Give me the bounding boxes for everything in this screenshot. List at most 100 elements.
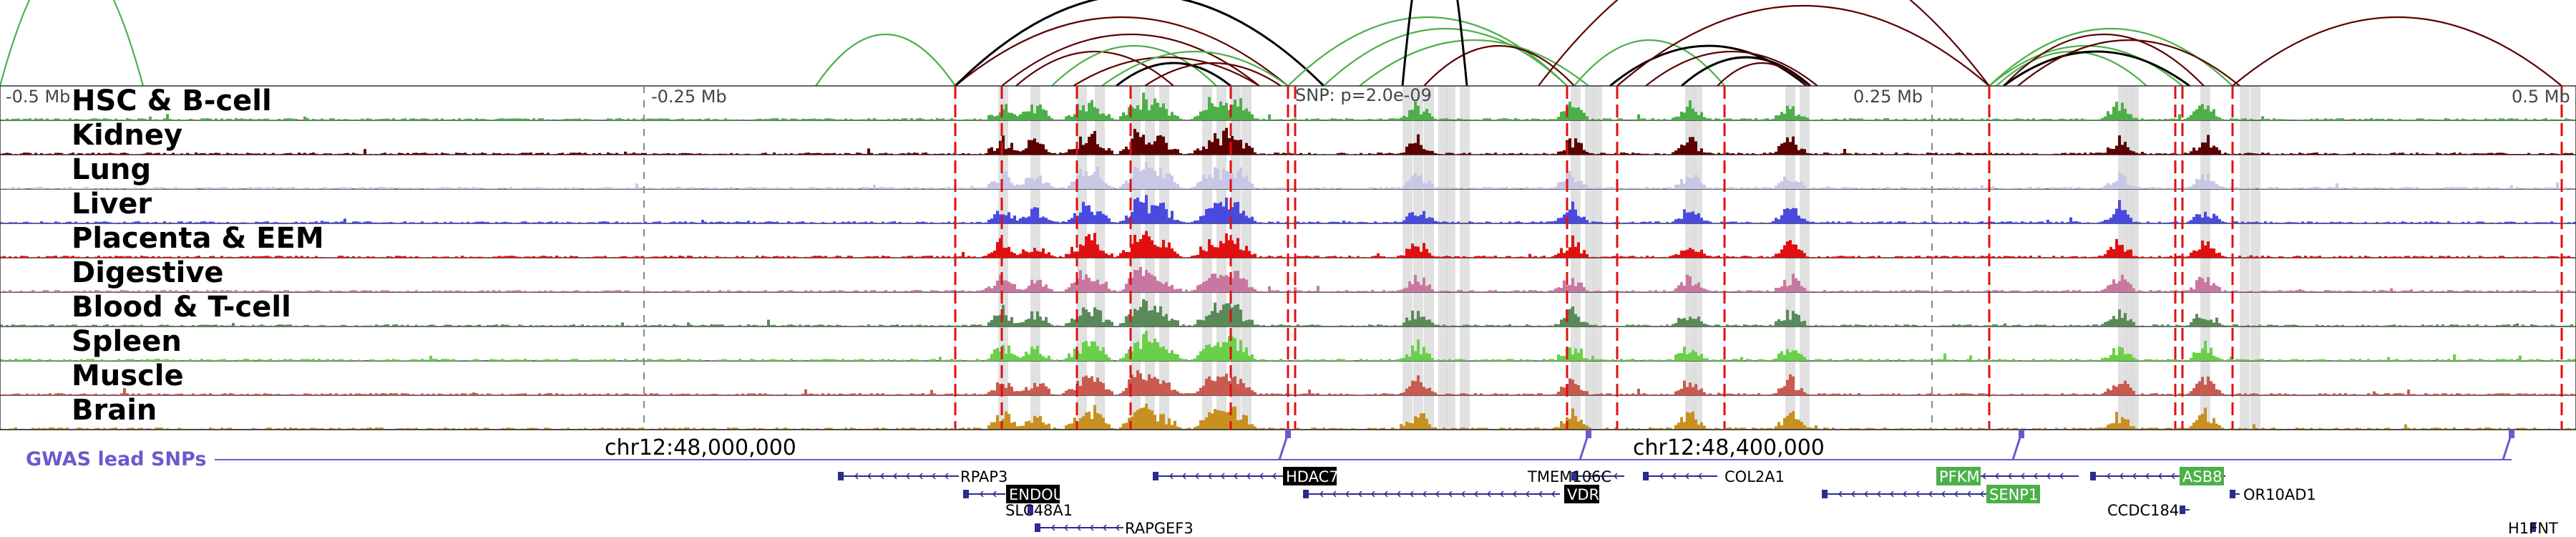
strand-arrow [1928,490,1933,498]
strand-arrow [1499,490,1504,498]
strand-arrow [1838,490,1843,498]
gene-highlight-box [1986,485,2040,503]
coordinate-label: chr12:48,400,000 [1633,435,1825,460]
chromatin-loop [1051,44,1217,87]
chromatin-loop [1144,62,1282,87]
gene-exon [2180,505,2185,514]
gwas-snp-marker [1586,430,1591,438]
strand-arrow [1115,524,1120,531]
strand-arrow [992,490,997,498]
strand-arrow [944,473,949,480]
chromatin-loop [2232,16,2562,87]
chromatin-loop [1681,56,1811,87]
strand-arrow [1422,490,1427,498]
track-label: Liver [72,188,152,221]
strand-arrow [931,473,936,480]
strand-arrow [1259,473,1264,480]
gene-label: H1FNT [2508,520,2558,537]
strand-arrow [1672,473,1677,480]
chromatin-loop [1101,50,1289,87]
strand-arrow [1063,524,1068,531]
strand-arrow [1979,490,1984,498]
chromatin-loop [1287,16,1568,87]
strand-arrow [1102,524,1107,531]
strand-arrow [1697,473,1702,480]
strand-arrow [2132,473,2137,480]
gene-highlight-box [1006,485,1060,503]
gwas-snp-marker [2019,430,2024,438]
chromatin-loop [1616,4,1990,87]
strand-arrow [867,473,872,480]
gwas-snp-marker [1285,430,1291,438]
strand-arrow [1246,473,1251,480]
gene-label: OR10AD1 [2243,486,2316,503]
gene-exon [838,472,844,480]
strand-arrow [854,473,859,480]
gene-exon [1822,490,1828,498]
chromatin-loop [955,16,1289,87]
strand-arrow [2033,473,2038,480]
gene-highlight-box [1283,467,1337,485]
strand-arrow [2119,473,2124,480]
chromatin-loop [1574,39,1725,87]
gene-label: TMEM106C [1527,468,1611,485]
strand-arrow [1600,473,1605,480]
gene-label: CCDC184 [2107,502,2179,519]
gene-exon [1571,472,1577,480]
snp-pvalue-label: SNP: p=2.0e-09 [1295,85,1432,105]
coordinate-label: chr12:48,000,000 [605,435,796,460]
track-label: Brain [72,394,157,427]
track-label: HSC & B-cell [72,84,272,117]
strand-arrow [1332,490,1337,498]
strand-arrow [1981,473,1986,480]
gene-highlight-box [1936,467,1981,485]
strand-arrow [1233,473,1238,480]
chromatin-loops [0,0,2562,87]
strand-arrow [1902,490,1907,498]
gene-label: PFKM [1939,468,1980,485]
chromatin-loop [954,0,1325,87]
track-label: Blood & T-cell [72,291,291,324]
strand-arrow [2007,473,2012,480]
gene-exon [1643,472,1649,480]
strand-arrow [1876,490,1881,498]
chromatin-loop [1015,51,1174,87]
strand-arrow [2059,473,2064,480]
strand-arrow [1953,490,1958,498]
strand-arrow [1409,490,1414,498]
strand-arrow [1889,490,1894,498]
strand-arrow [1220,473,1225,480]
chromatin-loop [815,33,956,87]
chromatin-loop [1001,34,1260,87]
strand-arrow [1538,490,1543,498]
gene-label: ENDOU [1009,486,1064,503]
chromatin-loop [1538,0,1990,87]
strand-arrow [1076,524,1081,531]
strand-arrow [1915,490,1920,498]
strand-arrow [1473,490,1478,498]
chromatin-loop [2003,50,2190,87]
chromatin-loop [1323,28,1568,87]
strand-arrow [1966,490,1971,498]
gene-highlight-box [1564,485,1599,503]
strand-arrow [1319,490,1324,498]
axis-tick-label: 0.5 Mb [2512,87,2570,107]
chromatin-loop [1996,51,2147,87]
track-label: Kidney [72,119,182,152]
chromatin-loop [1401,0,1468,87]
strand-arrow [2106,473,2111,480]
gene-exon [1035,523,1040,532]
chromatin-loop [1359,39,1589,87]
chromatin-loop [1645,51,1818,87]
gwas-track: GWAS lead SNPs chr12:48,000,000 chr12:48… [26,430,2514,470]
strand-arrow [1357,490,1362,498]
strand-arrow [1486,490,1491,498]
strand-arrow [1551,490,1556,498]
chromatin-loop [1989,44,2183,87]
axis-tick-label: -0.25 Mb [651,87,727,107]
strand-arrow [892,473,897,480]
gene-exon [2230,490,2235,498]
chromatin-loop [1717,62,1807,87]
strand-arrow [918,473,923,480]
